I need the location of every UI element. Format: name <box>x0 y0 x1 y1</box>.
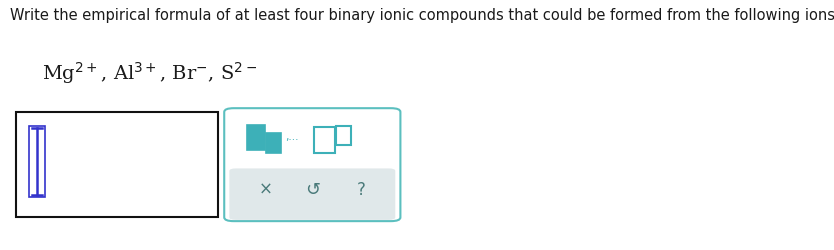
FancyBboxPatch shape <box>229 169 395 220</box>
FancyBboxPatch shape <box>224 109 400 221</box>
Text: ?: ? <box>356 180 365 198</box>
FancyBboxPatch shape <box>16 112 218 218</box>
FancyBboxPatch shape <box>247 125 264 150</box>
Text: Mg$^{2+}$, Al$^{3+}$, Br$^{-}$, S$^{2-}$: Mg$^{2+}$, Al$^{3+}$, Br$^{-}$, S$^{2-}$ <box>42 60 257 86</box>
Text: ×: × <box>259 180 273 198</box>
FancyBboxPatch shape <box>314 128 335 154</box>
Text: ,...: ,... <box>285 131 299 141</box>
Text: ↺: ↺ <box>305 180 320 198</box>
FancyBboxPatch shape <box>336 126 351 145</box>
Text: Write the empirical formula of at least four binary ionic compounds that could b: Write the empirical formula of at least … <box>10 8 834 22</box>
FancyBboxPatch shape <box>266 134 281 154</box>
